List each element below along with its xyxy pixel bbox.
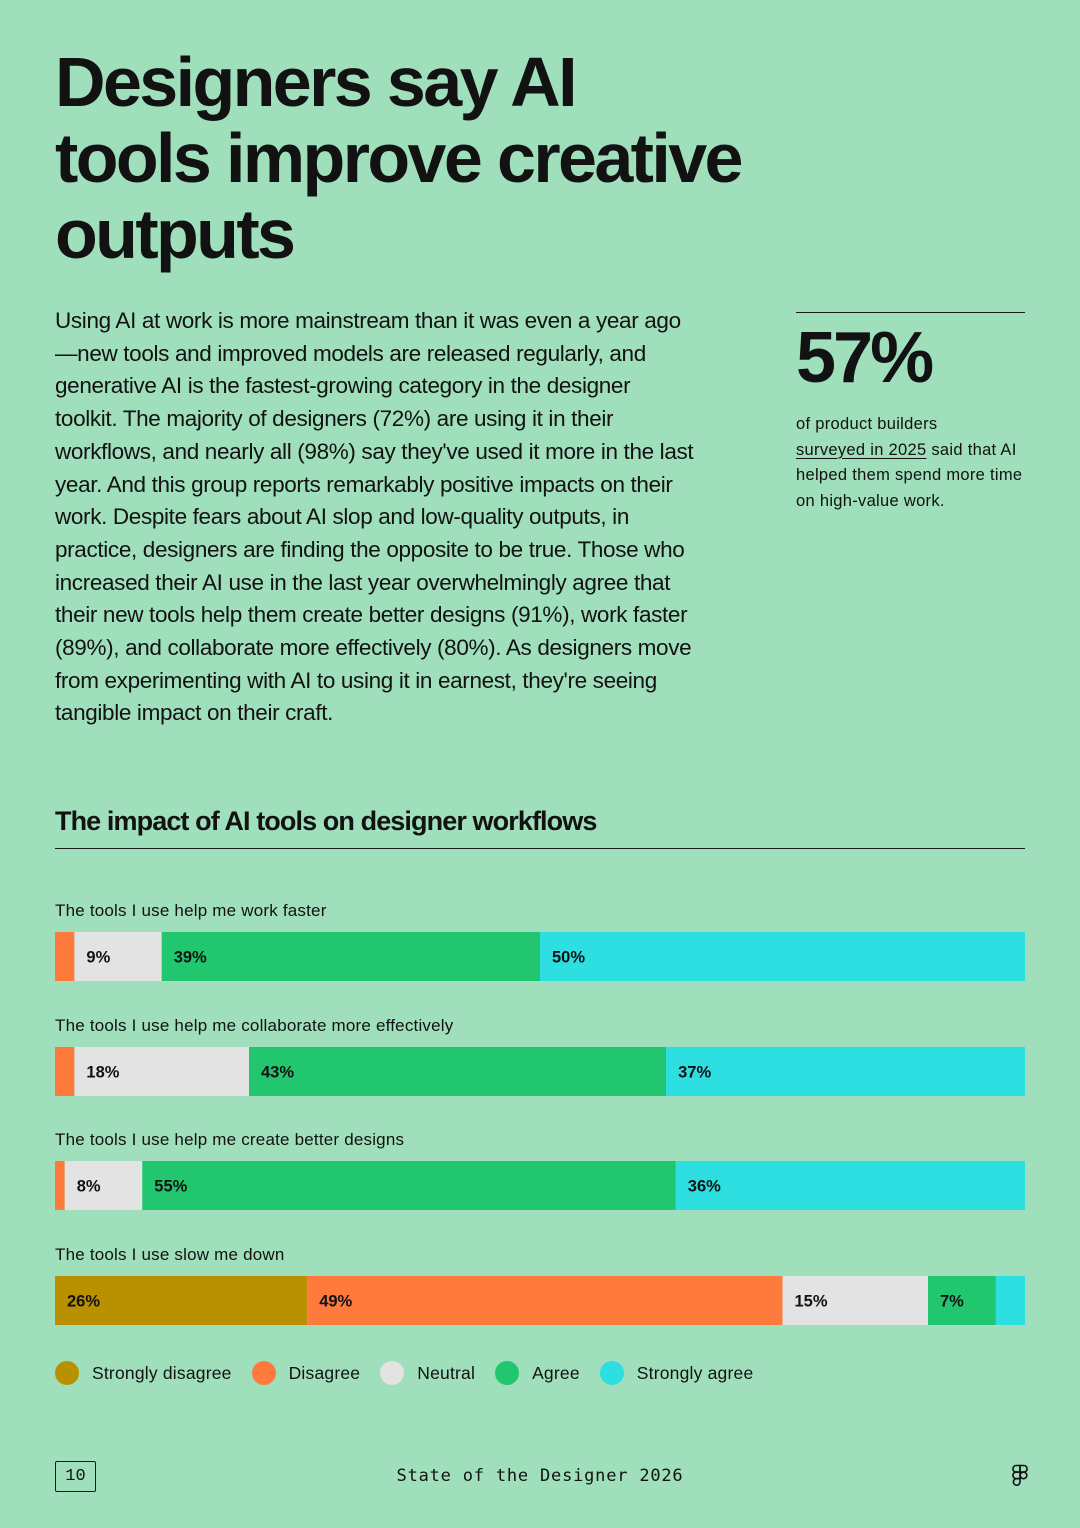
stat-caption: of product builders surveyed in 2025 sai…	[796, 412, 1036, 514]
legend-swatch-strongly-disagree	[55, 1361, 79, 1385]
bar-segment-4-strongly-agree	[995, 1276, 1025, 1325]
headline-line-3: outputs	[55, 195, 296, 273]
footer-title: State of the Designer 2026	[396, 1466, 684, 1486]
stat-divider	[796, 312, 1025, 313]
headline-line-2: tools improve creative	[55, 119, 743, 197]
bar-segment-2-neutral	[74, 1047, 250, 1096]
chart-legend: Strongly disagree Disagree Neutral Agree…	[55, 1358, 773, 1388]
headline-line-1: Designers say AI	[55, 43, 578, 121]
legend-label-strongly-agree: Strongly agree	[636, 1362, 754, 1383]
bar-segment-4-disagree	[307, 1276, 783, 1325]
bar-segment-2-strongly-agree	[666, 1047, 1025, 1096]
data-label-4-agree: 7%	[940, 1293, 964, 1311]
legend-item-neutral: Neutral	[380, 1361, 475, 1385]
page-headline: Designers say AI tools improve creative …	[55, 44, 755, 272]
bar-segment-4-agree	[928, 1276, 996, 1325]
legend-label-strongly-disagree: Strongly disagree	[92, 1362, 232, 1383]
data-label-3-neutral: 8%	[77, 1178, 101, 1196]
page-number: 10	[55, 1461, 96, 1492]
bar-segment-3-strongly-agree	[675, 1161, 1025, 1210]
data-label-4-neutral: 15%	[795, 1293, 828, 1311]
legend-label-disagree: Disagree	[288, 1362, 361, 1383]
legend-item-strongly-agree: Strongly agree	[599, 1361, 754, 1385]
data-label-3-agree: 55%	[154, 1178, 187, 1196]
category-label-1: The tools I use help me work faster	[55, 901, 327, 920]
data-label-2-neutral: 18%	[86, 1064, 119, 1082]
legend-swatch-disagree	[251, 1361, 276, 1385]
legend-item-strongly-disagree: Strongly disagree	[55, 1361, 232, 1385]
stat-value: 57%	[796, 318, 934, 398]
bar-segment-4-neutral	[782, 1276, 928, 1325]
bar-segment-1-disagree	[55, 932, 75, 981]
bar-segment-1-neutral	[74, 932, 162, 981]
legend-item-agree: Agree	[495, 1361, 580, 1385]
data-label-2-strongly-agree: 37%	[678, 1064, 711, 1082]
bar-segment-4-strongly-disagree	[55, 1276, 308, 1325]
bar-segment-3-disagree	[55, 1161, 65, 1210]
data-label-3-strongly-agree: 36%	[688, 1178, 721, 1196]
data-label-4-strongly-disagree: 26%	[67, 1293, 100, 1311]
data-label-2-agree: 43%	[261, 1064, 294, 1082]
category-label-3: The tools I use help me create better de…	[55, 1130, 404, 1149]
bar-segment-1-agree	[161, 932, 540, 981]
stat-caption-lead: of product builders	[796, 415, 938, 433]
data-label-4-disagree: 49%	[319, 1293, 352, 1311]
legend-swatch-strongly-agree	[599, 1361, 624, 1385]
legend-item-disagree: Disagree	[251, 1361, 361, 1385]
chart-title: The impact of AI tools on designer workf…	[55, 806, 597, 836]
data-label-1-strongly-agree: 50%	[552, 949, 585, 967]
bar-segment-3-agree	[142, 1161, 676, 1210]
legend-swatch-agree	[495, 1361, 520, 1385]
bar-segment-1-strongly-agree	[540, 932, 1025, 981]
legend-label-agree: Agree	[532, 1362, 580, 1383]
data-label-1-neutral: 9%	[86, 949, 110, 967]
legend-label-neutral: Neutral	[417, 1362, 476, 1383]
intro-paragraph: Using AI at work is more mainstream than…	[55, 308, 694, 726]
figma-logo-icon	[1012, 1464, 1028, 1486]
bar-segment-3-neutral	[64, 1161, 143, 1210]
bar-segment-2-disagree	[55, 1047, 75, 1096]
survey-link[interactable]: surveyed in 2025	[796, 440, 927, 459]
stat-caption-rest: said that AI helped them spend more time…	[796, 440, 1023, 510]
chart-title-divider	[55, 848, 1025, 849]
category-label-2: The tools I use help me collaborate more…	[55, 1016, 454, 1035]
category-label-4: The tools I use slow me down	[55, 1245, 285, 1264]
bar-segment-2-agree	[249, 1047, 667, 1096]
data-label-1-agree: 39%	[174, 949, 207, 967]
legend-swatch-neutral	[380, 1361, 405, 1385]
